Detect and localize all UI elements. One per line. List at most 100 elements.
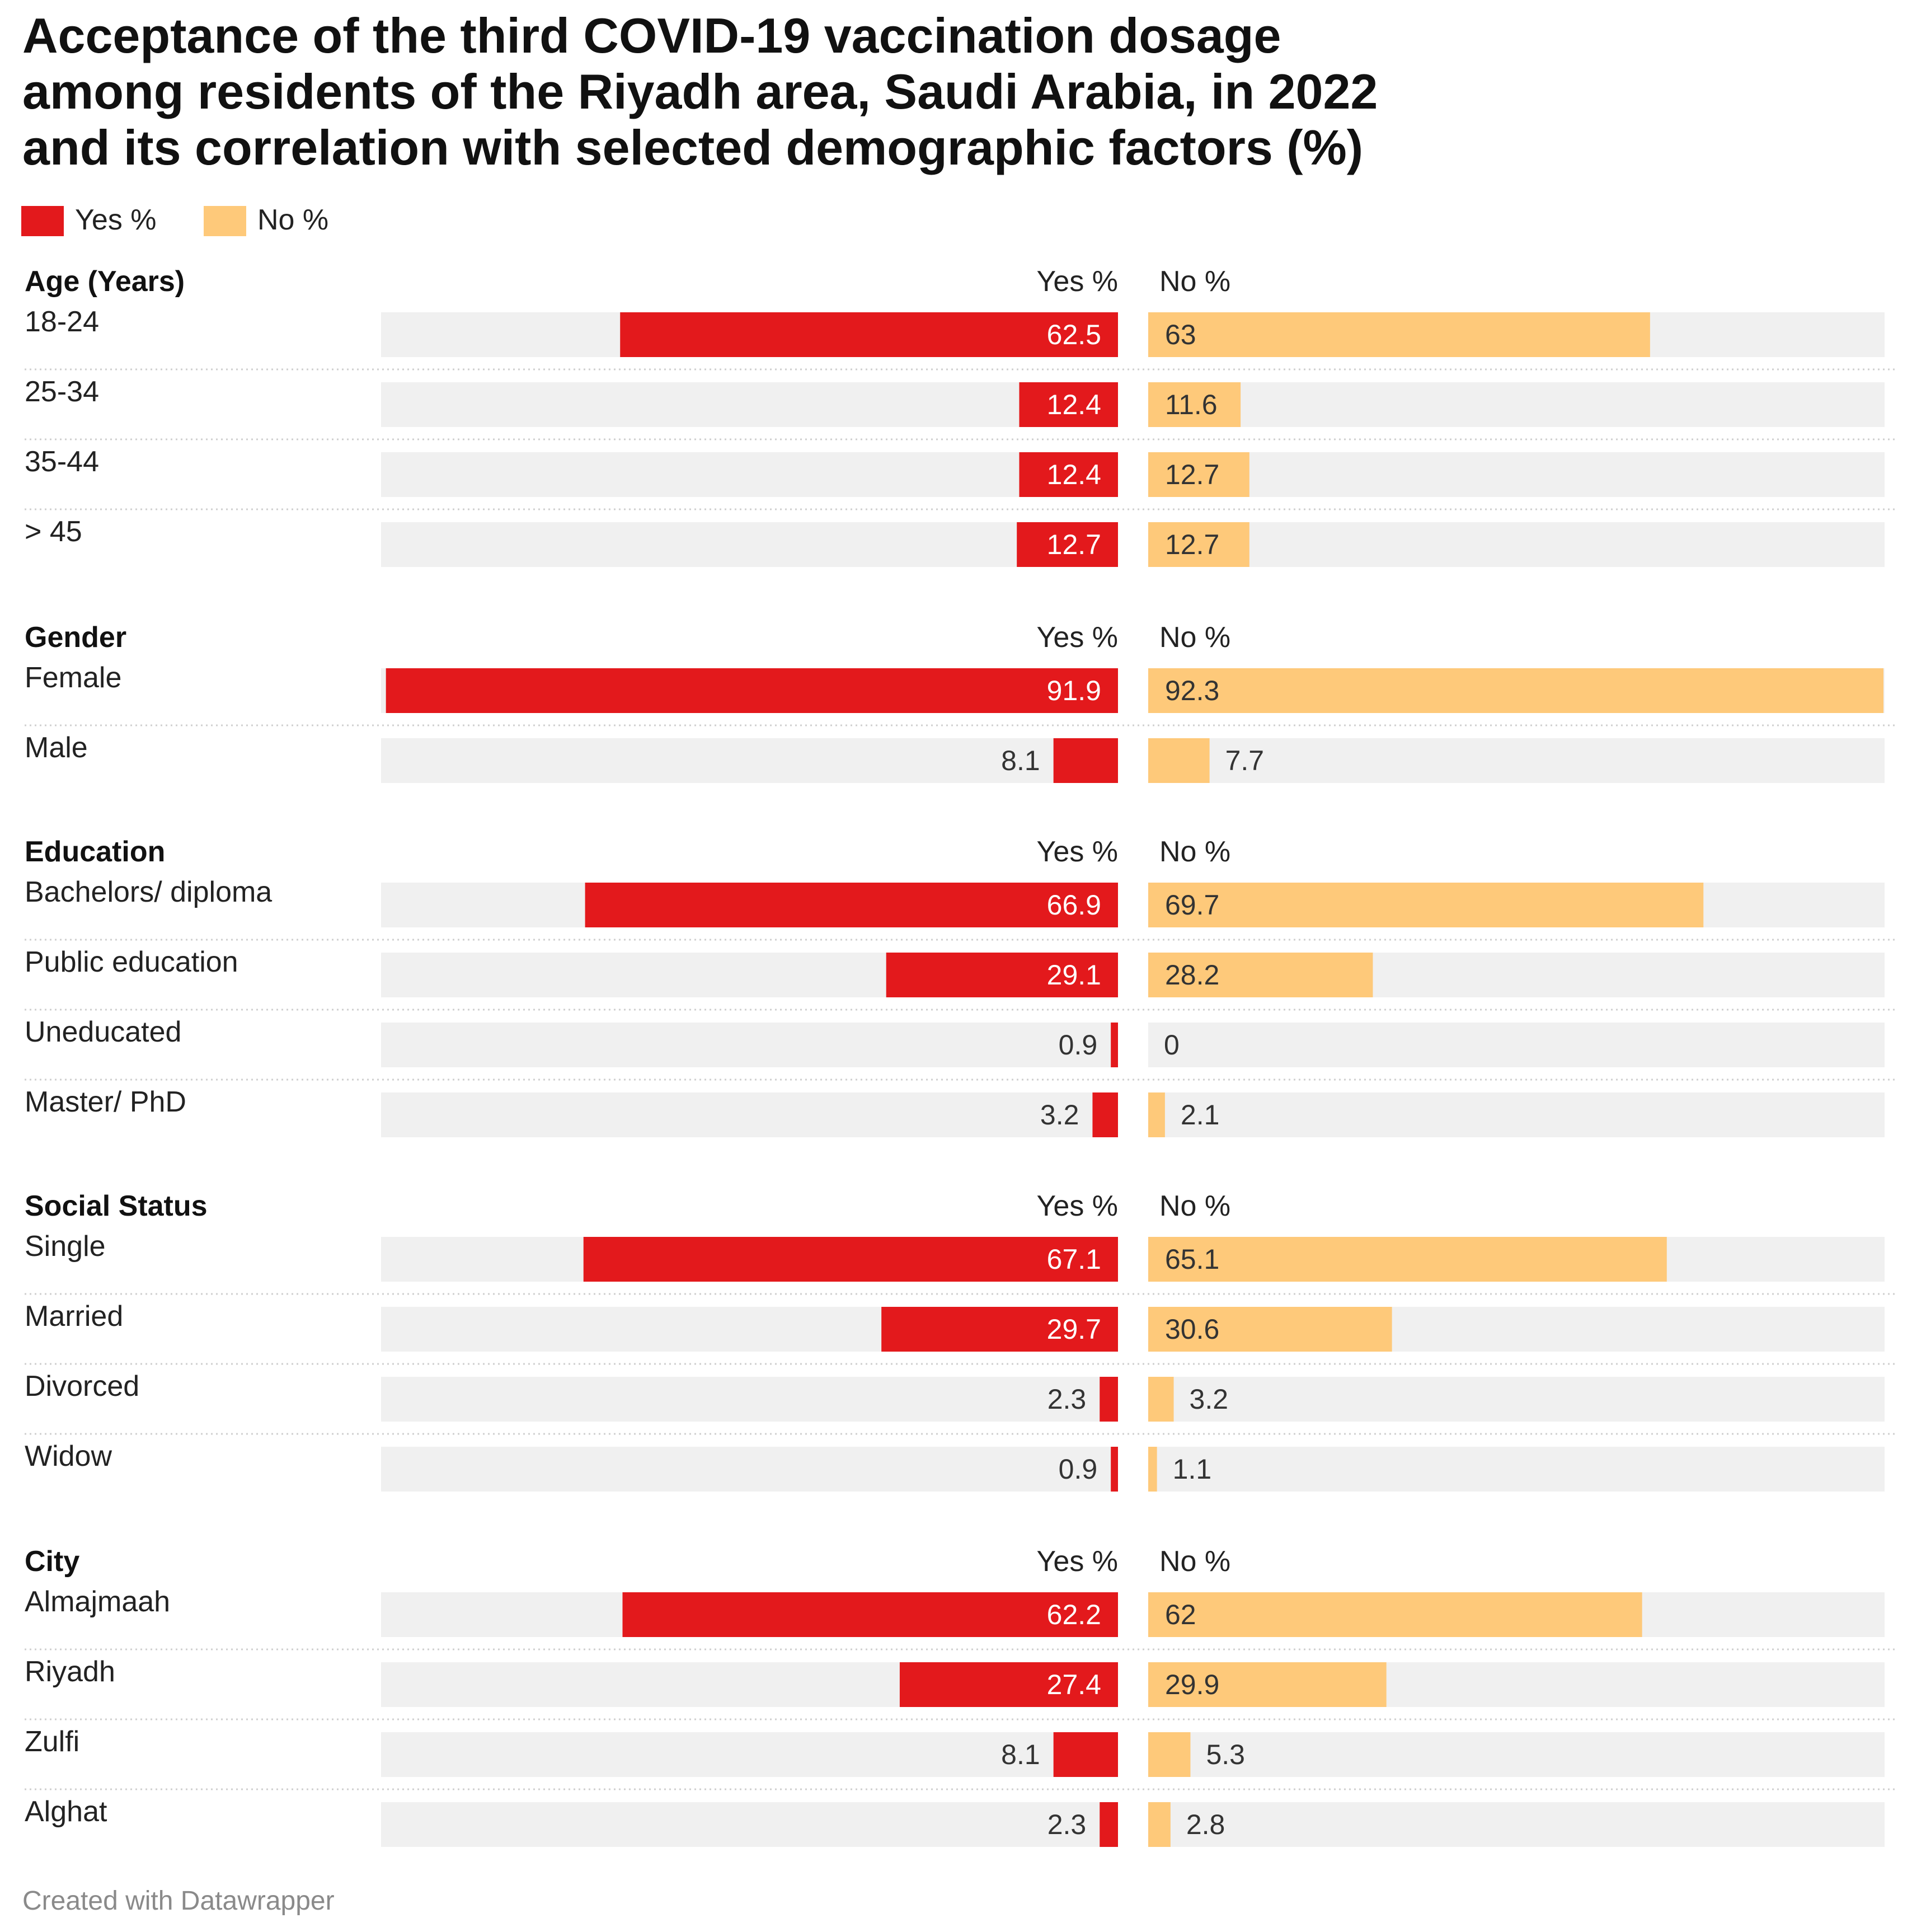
row-label: Alghat xyxy=(25,1795,107,1828)
value-label-yes: 12.4 xyxy=(1047,389,1101,420)
bar-track-yes xyxy=(381,452,1118,497)
table-row: Zulfi 8.1 5.3 xyxy=(25,1725,1895,1790)
bar-no xyxy=(1148,1092,1165,1137)
group-header: Age (Years) xyxy=(25,265,185,298)
group-1: Gender Yes % No % Female 91.9 92.3 Male 8.1 7.7 xyxy=(25,621,1895,783)
value-label-no: 30.6 xyxy=(1165,1314,1219,1345)
bar-no xyxy=(1148,883,1704,927)
group-header: Gender xyxy=(25,621,126,654)
row-label: Married xyxy=(25,1300,123,1333)
value-label-yes: 91.9 xyxy=(1047,675,1101,706)
table-row: Master/ PhD 3.2 2.1 xyxy=(25,1086,1885,1137)
bar-track-yes xyxy=(381,522,1118,567)
chart-title-line-3: and its correlation with selected demogr… xyxy=(22,120,1363,175)
table-row: Male 8.1 7.7 xyxy=(25,731,1885,783)
row-label: Riyadh xyxy=(25,1656,115,1688)
chart-groups: Age (Years) Yes % No % 18-24 62.5 63 25-34 12.4… xyxy=(25,265,1895,1847)
bar-yes xyxy=(899,1662,1118,1707)
bar-yes xyxy=(1111,1023,1118,1067)
row-label: 35-44 xyxy=(25,446,99,478)
row-label: 18-24 xyxy=(25,306,99,338)
bar-track-yes xyxy=(381,738,1118,783)
row-label: > 45 xyxy=(25,515,82,548)
value-label-yes: 62.5 xyxy=(1047,319,1101,350)
bar-track-no xyxy=(1148,1092,1885,1137)
bar-track-yes xyxy=(381,1802,1118,1847)
value-label-yes: 12.4 xyxy=(1047,459,1101,490)
value-label-yes: 8.1 xyxy=(1001,1739,1040,1770)
value-label-no: 11.6 xyxy=(1165,389,1218,420)
table-row: Bachelors/ diploma 66.9 69.7 xyxy=(25,876,1895,941)
group-4: City Yes % No % Almajmaah 62.2 62 Riyadh 27.4 29… xyxy=(25,1545,1895,1847)
table-row: Divorced 2.3 3.2 xyxy=(25,1370,1895,1435)
group-3: Social Status Yes % No % Single 67.1 65.1 Marr… xyxy=(25,1190,1895,1492)
value-label-no: 5.3 xyxy=(1206,1739,1245,1770)
row-label: Uneducated xyxy=(25,1016,181,1048)
bar-yes xyxy=(1053,738,1118,783)
bar-yes xyxy=(1100,1377,1118,1422)
value-label-yes: 62.2 xyxy=(1047,1599,1101,1630)
bar-yes xyxy=(881,1307,1118,1352)
table-row: Uneducated 0.9 0 xyxy=(25,1016,1895,1081)
bar-no xyxy=(1148,1307,1392,1352)
bar-yes xyxy=(585,883,1118,927)
bar-yes xyxy=(622,1592,1118,1637)
legend-swatch-no xyxy=(204,206,246,236)
value-label-yes: 67.1 xyxy=(1047,1244,1101,1275)
column-header-yes: Yes % xyxy=(1036,265,1118,298)
table-row: > 45 12.7 12.7 xyxy=(25,515,1885,567)
value-label-no: 2.1 xyxy=(1181,1099,1220,1131)
value-label-yes: 27.4 xyxy=(1047,1669,1101,1700)
table-row: Almajmaah 62.2 62 xyxy=(25,1586,1895,1650)
column-header-yes: Yes % xyxy=(1036,621,1118,654)
value-label-yes: 8.1 xyxy=(1001,745,1040,776)
table-row: Married 29.7 30.6 xyxy=(25,1300,1895,1365)
column-header-no: No % xyxy=(1159,836,1230,868)
value-label-no: 2.8 xyxy=(1186,1809,1225,1840)
column-header-yes: Yes % xyxy=(1036,836,1118,868)
bar-track-yes xyxy=(381,1732,1118,1777)
bar-track-no xyxy=(1148,382,1885,427)
value-label-no: 69.7 xyxy=(1165,889,1219,921)
bar-track-no xyxy=(1148,1447,1885,1492)
value-label-no: 65.1 xyxy=(1165,1244,1219,1275)
legend-label-yes: Yes % xyxy=(75,204,157,236)
value-label-no: 12.7 xyxy=(1165,459,1219,490)
value-label-no: 7.7 xyxy=(1225,745,1265,776)
group-header: City xyxy=(25,1545,79,1578)
legend-label-no: No % xyxy=(257,204,328,236)
bar-yes xyxy=(886,953,1118,997)
footer-credit: Created with Datawrapper xyxy=(22,1886,335,1916)
bar-yes xyxy=(1019,452,1118,497)
legend-swatch-yes xyxy=(21,206,64,236)
value-label-yes: 2.3 xyxy=(1047,1384,1087,1415)
value-label-yes: 29.7 xyxy=(1047,1314,1101,1345)
bar-no xyxy=(1148,953,1373,997)
bar-track-yes xyxy=(381,382,1118,427)
value-label-yes: 12.7 xyxy=(1047,529,1101,560)
value-label-no: 62 xyxy=(1165,1599,1196,1630)
bar-track-yes xyxy=(381,1023,1118,1067)
bar-no xyxy=(1148,1377,1174,1422)
row-label: Divorced xyxy=(25,1370,139,1403)
column-header-no: No % xyxy=(1159,621,1230,654)
bar-no xyxy=(1148,1592,1642,1637)
value-label-no: 29.9 xyxy=(1165,1669,1219,1700)
bar-no xyxy=(1148,1237,1667,1282)
row-label: Master/ PhD xyxy=(25,1086,186,1118)
row-label: Almajmaah xyxy=(25,1586,170,1618)
value-label-no: 12.7 xyxy=(1165,529,1219,560)
bar-yes xyxy=(620,312,1118,357)
row-label: Widow xyxy=(25,1440,112,1473)
table-row: Female 91.9 92.3 xyxy=(25,662,1895,726)
table-row: Single 67.1 65.1 xyxy=(25,1230,1895,1295)
row-label: Bachelors/ diploma xyxy=(25,876,272,908)
bar-no xyxy=(1148,312,1650,357)
row-label: Female xyxy=(25,662,121,694)
table-row: Widow 0.9 1.1 xyxy=(25,1440,1885,1492)
value-label-no: 28.2 xyxy=(1165,959,1219,991)
group-header: Education xyxy=(25,836,165,868)
bar-yes xyxy=(1017,522,1118,567)
value-label-yes: 3.2 xyxy=(1040,1099,1079,1131)
